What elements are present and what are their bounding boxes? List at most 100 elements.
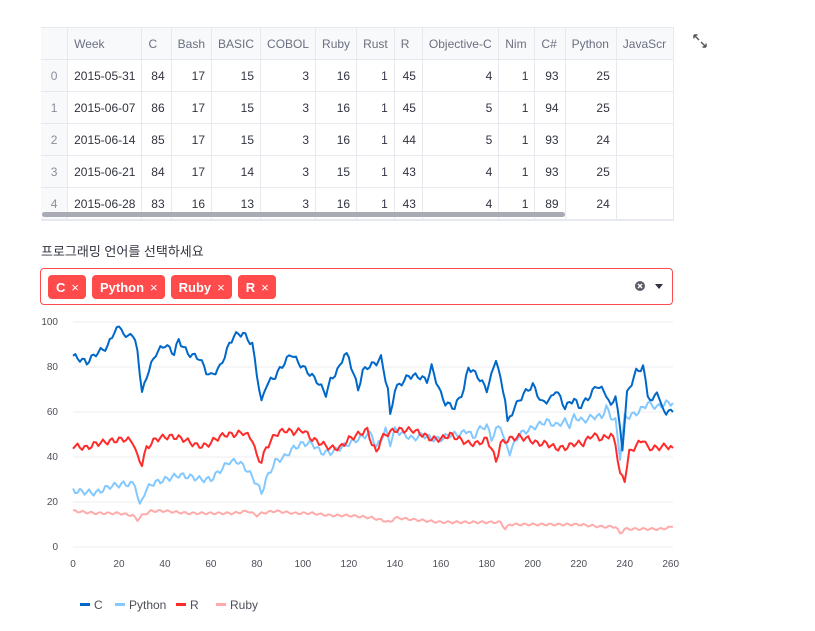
table-cell[interactable]: 3: [260, 123, 317, 156]
x-tick-label: 180: [478, 559, 495, 570]
table-cell[interactable]: 17: [171, 123, 213, 156]
table-cell[interactable]: 93: [534, 59, 566, 92]
column-header[interactable]: R: [394, 28, 423, 60]
table-cell[interactable]: 3: [260, 59, 317, 92]
table-cell[interactable]: 93: [534, 123, 566, 156]
table-cell[interactable]: 2015-05-31: [67, 59, 143, 92]
expand-arrows-icon: [693, 34, 707, 48]
x-tick-label: 240: [616, 559, 633, 570]
table-cell[interactable]: 1: [498, 123, 536, 156]
table-cell[interactable]: 1: [498, 59, 536, 92]
x-tick-label: 100: [295, 559, 312, 570]
table-cell[interactable]: 2015-06-07: [67, 91, 143, 124]
column-header[interactable]: JavaScr: [616, 28, 674, 60]
column-header[interactable]: Objective-C: [422, 28, 500, 60]
table-cell[interactable]: 25: [565, 91, 617, 124]
table-cell[interactable]: 94: [534, 91, 566, 124]
column-header[interactable]: Nim: [498, 28, 536, 60]
series-line-ruby: [72, 508, 673, 535]
fullscreen-expand-icon[interactable]: [692, 33, 708, 49]
selected-tag: R ×: [237, 275, 276, 299]
table-cell[interactable]: 4: [422, 59, 500, 92]
remove-tag-icon[interactable]: ×: [217, 279, 225, 295]
dataframe-table[interactable]: Week C Bash BASIC COBOL Ruby Rust R Obje…: [41, 27, 674, 221]
legend-swatch: [216, 603, 226, 606]
table-cell[interactable]: 1: [356, 59, 395, 92]
x-tick-label: 200: [524, 559, 541, 570]
language-multiselect[interactable]: C × Python × Ruby × R ×: [40, 268, 673, 305]
clear-icon[interactable]: [634, 280, 646, 292]
table-row: 0 2015-05-31 84 17 15 3 16 1 45 4 1 93 25: [41, 59, 674, 92]
table-cell[interactable]: [616, 59, 674, 92]
table-row: 1 2015-06-07 86 17 15 3 16 1 45 5 1 94 25: [41, 91, 674, 124]
table-cell[interactable]: [616, 91, 674, 124]
table-cell[interactable]: 44: [394, 123, 423, 156]
remove-tag-icon[interactable]: ×: [71, 279, 79, 295]
column-header[interactable]: Python: [565, 28, 617, 60]
table-cell[interactable]: 3: [260, 155, 317, 188]
table-cell[interactable]: 45: [394, 91, 423, 124]
table-cell[interactable]: 15: [315, 155, 358, 188]
table-cell[interactable]: [616, 155, 674, 188]
column-header[interactable]: COBOL: [260, 28, 317, 60]
table-cell[interactable]: 24: [565, 187, 617, 220]
table-cell[interactable]: 3: [260, 91, 317, 124]
remove-tag-icon[interactable]: ×: [261, 279, 269, 295]
column-header[interactable]: BASIC: [211, 28, 262, 60]
table-cell[interactable]: 15: [211, 123, 262, 156]
table-cell[interactable]: 25: [565, 59, 617, 92]
table-cell[interactable]: 14: [211, 155, 262, 188]
x-tick-label: 60: [205, 559, 217, 570]
table-cell[interactable]: 93: [534, 155, 566, 188]
column-header[interactable]: Ruby: [315, 28, 358, 60]
table-cell[interactable]: 1: [356, 91, 395, 124]
table-cell[interactable]: 5: [422, 91, 500, 124]
column-header[interactable]: C: [141, 28, 172, 60]
table-cell[interactable]: 2015-06-21: [67, 155, 143, 188]
table-cell[interactable]: 2015-06-14: [67, 123, 143, 156]
table-cell[interactable]: 17: [171, 91, 213, 124]
column-header[interactable]: Bash: [171, 28, 213, 60]
table-cell[interactable]: 15: [211, 59, 262, 92]
row-index: 3: [41, 155, 69, 188]
table-cell[interactable]: 16: [315, 91, 358, 124]
y-tick-label: 80: [47, 362, 59, 373]
y-tick-label: 40: [47, 452, 59, 463]
chevron-down-icon[interactable]: [655, 284, 663, 289]
table-cell[interactable]: 17: [171, 155, 213, 188]
table-cell[interactable]: 45: [394, 59, 423, 92]
table-cell[interactable]: 84: [141, 155, 172, 188]
table-cell[interactable]: 15: [211, 91, 262, 124]
selected-tag: Ruby ×: [170, 275, 232, 299]
table-cell[interactable]: 24: [565, 123, 617, 156]
column-header[interactable]: C#: [534, 28, 566, 60]
row-index: 1: [41, 91, 69, 124]
horizontal-scrollbar[interactable]: [42, 212, 565, 217]
table-cell[interactable]: 17: [171, 59, 213, 92]
table-cell[interactable]: 16: [315, 59, 358, 92]
table-cell[interactable]: 16: [315, 123, 358, 156]
table-cell[interactable]: 1: [498, 91, 536, 124]
table-cell[interactable]: 1: [498, 155, 536, 188]
table-cell[interactable]: 86: [141, 91, 172, 124]
tag-label: R: [245, 279, 256, 295]
x-tick-label: 40: [159, 559, 171, 570]
table-cell[interactable]: [616, 187, 674, 220]
table-cell[interactable]: 1: [356, 155, 395, 188]
y-tick-label: 100: [41, 317, 58, 328]
table-cell[interactable]: 25: [565, 155, 617, 188]
series-line-python: [72, 399, 674, 505]
table-cell[interactable]: 4: [422, 155, 500, 188]
table-cell[interactable]: 5: [422, 123, 500, 156]
column-header[interactable]: Week: [67, 28, 143, 60]
table-cell[interactable]: 1: [356, 123, 395, 156]
table-cell[interactable]: [616, 123, 674, 156]
remove-tag-icon[interactable]: ×: [150, 279, 158, 295]
x-tick-label: 80: [251, 559, 263, 570]
x-tick-label: 140: [386, 559, 403, 570]
row-index: 0: [41, 59, 69, 92]
column-header[interactable]: Rust: [356, 28, 395, 60]
table-cell[interactable]: 43: [394, 155, 423, 188]
table-cell[interactable]: 84: [141, 59, 172, 92]
table-cell[interactable]: 85: [141, 123, 172, 156]
